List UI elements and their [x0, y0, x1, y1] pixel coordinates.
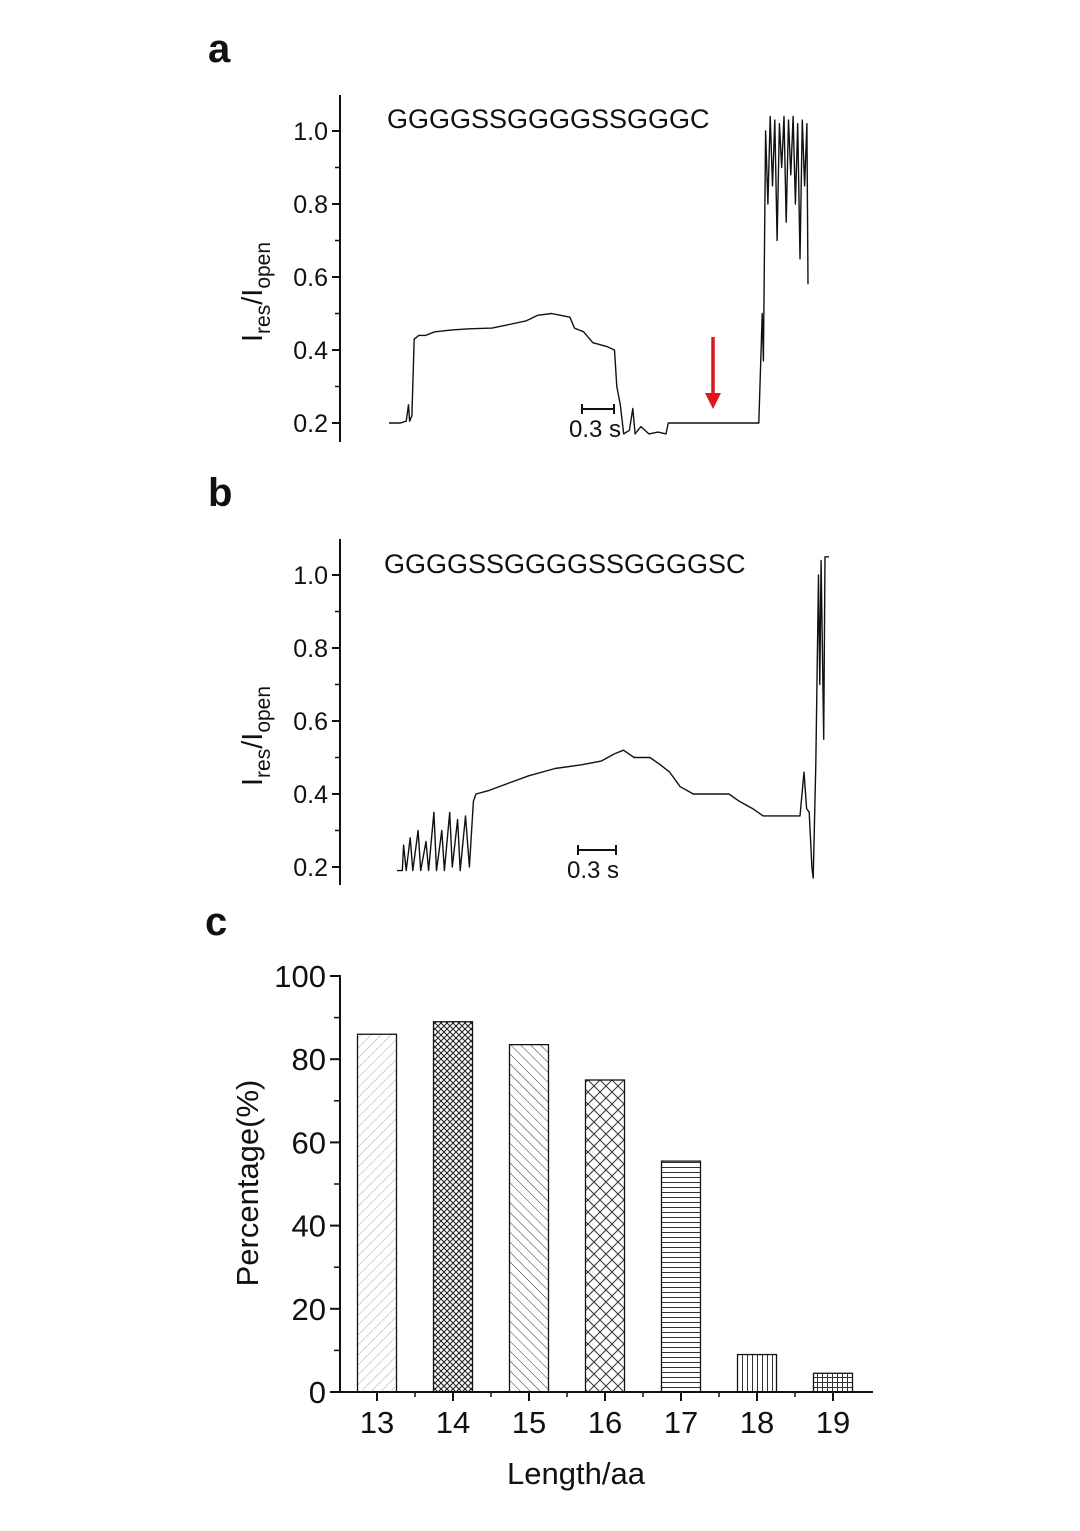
panel-c-x-axis-title: Length/aa: [507, 1456, 646, 1491]
y-tick-label: 0.2: [293, 410, 328, 438]
panel-b-y-ticks: 0.2 0.4 0.6 0.8 1.0: [293, 562, 340, 882]
x-tick-label: 17: [664, 1405, 698, 1440]
y-tick-label: 1.0: [293, 118, 328, 146]
x-tick-label: 14: [436, 1405, 470, 1440]
y-tick-label: 1.0: [293, 562, 328, 590]
panel-b-sequence-label: GGGGSSGGGGSSGGGGSC: [384, 549, 746, 579]
y-tick-label: 0.8: [293, 635, 328, 663]
bar-17: [660, 1160, 702, 1393]
y-tick-label: 100: [274, 959, 326, 994]
y-tick-label: 0.4: [293, 781, 328, 809]
panel-c-bars: [356, 1021, 854, 1393]
panel-c-y-axis-title: Percentage(%): [230, 1080, 265, 1287]
x-tick-label: 18: [740, 1405, 774, 1440]
panel-a-letter: a: [208, 27, 231, 71]
panel-c-x-ticks: 13 14 15 16 17 18 19: [360, 1392, 850, 1440]
panel-a-y-axis-title: Ires/Iopen: [237, 242, 275, 342]
bar-19: [812, 1372, 854, 1393]
bar-18: [736, 1353, 778, 1393]
panel-a-red-arrow: [705, 337, 721, 409]
panel-c-y-ticks: 0 20 40 60 80 100: [274, 959, 340, 1410]
panel-b: b 0.2 0.4 0.6 0.8 1.0 Ires/Iopen GGGGSSGGGGS…: [208, 471, 829, 885]
y-tick-label: 0.6: [293, 264, 328, 292]
panel-b-scale-bar: 0.3 s: [567, 845, 619, 884]
x-tick-label: 13: [360, 1405, 394, 1440]
panel-a: a 0.2 0.4 0.6 0.8 1.0 Ires/Iopen GGGGSSGGGGS…: [208, 27, 809, 443]
y-tick-label: 0.8: [293, 191, 328, 219]
panel-a-scale-bar-label: 0.3 s: [569, 416, 621, 443]
y-tick-label: 0.6: [293, 708, 328, 736]
bar-16: [584, 1079, 626, 1393]
y-tick-label: 60: [292, 1125, 326, 1160]
panel-c: c 0 20 40 60 80 100 13 14 15 16 17 18 19 Percentage…: [205, 900, 873, 1491]
panel-b-letter: b: [208, 471, 232, 515]
panel-b-scale-bar-label: 0.3 s: [567, 857, 619, 884]
y-tick-label: 0.4: [293, 337, 328, 365]
panel-b-current-trace: [397, 556, 829, 879]
panel-c-letter: c: [205, 900, 227, 944]
x-tick-label: 19: [816, 1405, 850, 1440]
bar-13: [356, 1033, 398, 1393]
y-tick-label: 0: [309, 1375, 326, 1410]
panel-a-sequence-label: GGGGSSGGGGSSGGGC: [387, 104, 710, 134]
x-tick-label: 16: [588, 1405, 622, 1440]
y-tick-label: 20: [292, 1292, 326, 1327]
bar-15: [508, 1043, 550, 1393]
panel-a-scale-bar: 0.3 s: [569, 404, 621, 443]
x-tick-label: 15: [512, 1405, 546, 1440]
panel-a-current-trace: [389, 115, 809, 435]
bar-14: [432, 1021, 474, 1393]
y-tick-label: 80: [292, 1042, 326, 1077]
panel-a-y-ticks: 0.2 0.4 0.6 0.8 1.0: [293, 118, 340, 438]
y-tick-label: 40: [292, 1209, 326, 1244]
y-tick-label: 0.2: [293, 854, 328, 882]
panel-b-y-axis-title: Ires/Iopen: [237, 686, 275, 786]
